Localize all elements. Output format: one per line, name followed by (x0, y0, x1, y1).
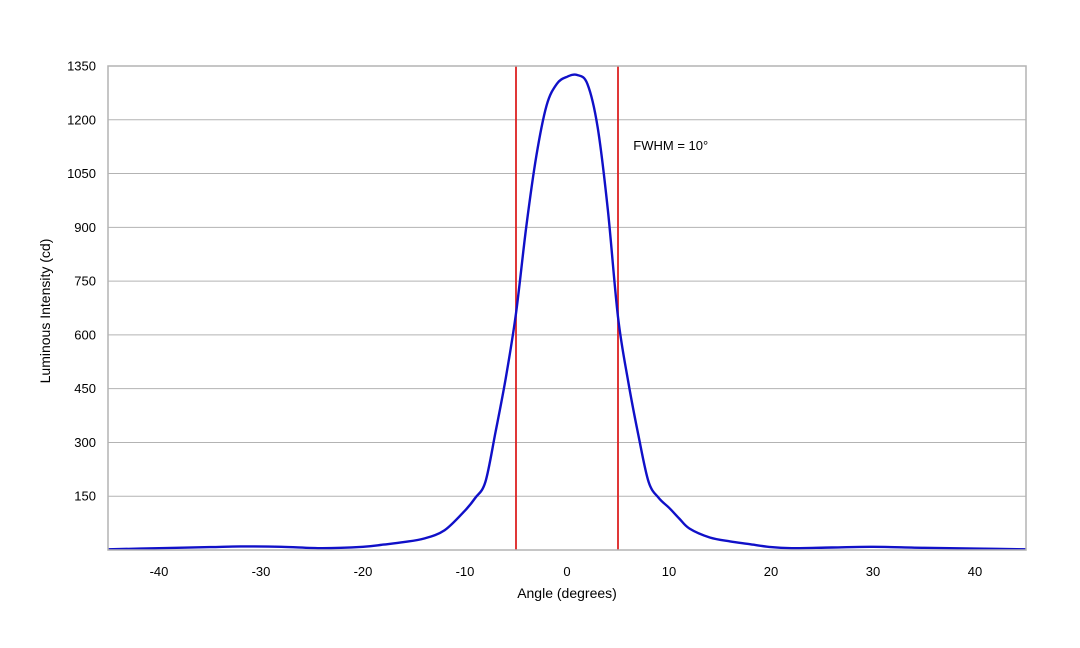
y-axis-ticks: 150 300 450 600 750 900 1050 1200 1350 (67, 59, 96, 504)
x-tick-label: 10 (662, 564, 676, 579)
x-tick-label: -10 (456, 564, 475, 579)
y-tick-label: 1050 (67, 166, 96, 181)
y-axis-title: Luminous Intensity (cd) (37, 239, 53, 384)
x-axis-ticks: -40 -30 -20 -10 0 10 20 30 40 (150, 564, 983, 579)
x-tick-label: 40 (968, 564, 982, 579)
y-tick-label: 450 (74, 381, 96, 396)
y-tick-label: 150 (74, 489, 96, 504)
annotations: FWHM = 10° (633, 138, 708, 153)
x-tick-label: -40 (150, 564, 169, 579)
y-tick-label: 300 (74, 435, 96, 450)
y-tick-label: 900 (74, 220, 96, 235)
x-tick-label: -30 (252, 564, 271, 579)
fwhm-annotation: FWHM = 10° (633, 138, 708, 153)
x-tick-label: -20 (354, 564, 373, 579)
y-tick-label: 1200 (67, 112, 96, 127)
reference-lines (515, 66, 619, 550)
series-layer (107, 73, 1027, 551)
y-tick-label: 1350 (67, 59, 96, 74)
intensity-series-line (107, 73, 1027, 551)
plot-frame (107, 65, 1027, 551)
x-axis-title: Angle (degrees) (517, 585, 617, 601)
x-tick-label: 0 (563, 564, 570, 579)
gridlines (108, 65, 1026, 497)
y-tick-label: 600 (74, 327, 96, 342)
y-tick-label: 750 (74, 274, 96, 289)
x-tick-label: 30 (866, 564, 880, 579)
x-tick-label: 20 (764, 564, 778, 579)
